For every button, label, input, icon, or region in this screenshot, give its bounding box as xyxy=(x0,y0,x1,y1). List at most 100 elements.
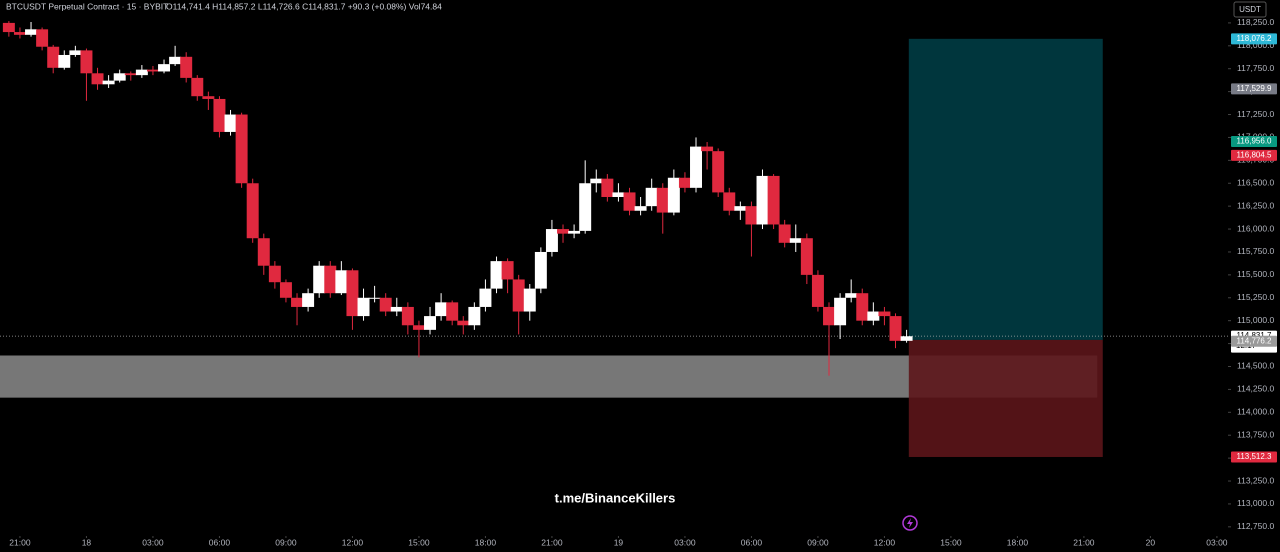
candle-body xyxy=(523,288,536,312)
price-tag-label: 116,804.5 xyxy=(1237,150,1273,159)
candle-body xyxy=(357,297,370,317)
candle-body xyxy=(745,206,758,225)
chart-title: BTCUSDT Perpetual Contract · 15 · BYBIT xyxy=(6,1,168,11)
currency-button[interactable] xyxy=(1233,1,1267,18)
candle-body xyxy=(800,238,813,275)
x-tick-label: 21:00 xyxy=(541,537,563,547)
candle-body xyxy=(313,265,326,294)
x-tick-label: 12:00 xyxy=(874,537,896,547)
y-tick-label: 115,250.0 xyxy=(1237,292,1274,302)
candle-body xyxy=(823,306,835,326)
price-tag xyxy=(1231,33,1277,45)
replay-icon[interactable] xyxy=(902,515,918,531)
position-profit xyxy=(908,38,1103,340)
candle-body xyxy=(302,293,315,307)
candle-body xyxy=(213,98,226,132)
candle-body xyxy=(667,177,680,213)
price-tag xyxy=(1231,83,1277,95)
candle-body xyxy=(656,187,669,213)
candle-body xyxy=(446,302,459,321)
watermark: t.me/BinanceKillers xyxy=(555,490,676,505)
candle-body xyxy=(756,175,769,225)
candle-body xyxy=(202,96,215,99)
candle-body xyxy=(401,306,414,326)
x-tick-label: 19 xyxy=(614,537,624,547)
price-tag xyxy=(1231,335,1277,347)
candle-body xyxy=(2,22,15,33)
y-tick-label: 115,750.0 xyxy=(1237,246,1274,256)
x-tick-label: 09:00 xyxy=(275,537,297,547)
replay-icon-bolt xyxy=(907,518,913,528)
candle-body xyxy=(568,230,581,234)
candle-body xyxy=(91,73,104,85)
candle-body xyxy=(180,56,193,78)
candle-body xyxy=(379,297,392,312)
x-tick-label: 18:00 xyxy=(475,537,497,547)
candle-body xyxy=(113,73,126,81)
candle-body xyxy=(257,238,270,266)
candle-body xyxy=(102,80,115,85)
candle-body xyxy=(479,288,492,307)
y-tick-label: 114,500.0 xyxy=(1237,361,1274,371)
x-tick-label: 06:00 xyxy=(209,537,231,547)
candle-body xyxy=(435,302,448,317)
candle-body xyxy=(811,274,824,307)
y-tick-label: 112,750.0 xyxy=(1237,521,1274,531)
candle-body xyxy=(856,293,869,321)
y-tick-label: 114,250.0 xyxy=(1237,384,1274,394)
candle-body xyxy=(612,192,625,197)
candle-body xyxy=(346,270,359,317)
price-tag-label: 113,512.3 xyxy=(1237,452,1273,461)
candle-body xyxy=(534,251,547,289)
candle-body xyxy=(124,73,137,76)
candle-body xyxy=(390,306,403,312)
y-tick-label: 118,250.0 xyxy=(1237,17,1274,27)
candle-body xyxy=(235,114,248,184)
candle-body xyxy=(734,206,747,211)
candle-body xyxy=(47,46,60,68)
candle-body xyxy=(634,206,647,211)
price-tag-label: 116,956.0 xyxy=(1237,137,1273,146)
y-tick-label: 114,000.0 xyxy=(1237,407,1274,417)
candle-body xyxy=(368,297,381,299)
y-tick-label: 113,250.0 xyxy=(1237,475,1274,485)
y-tick-label: 116,500.0 xyxy=(1237,177,1274,187)
candle-body xyxy=(324,265,337,294)
x-tick-label: 03:00 xyxy=(1206,537,1228,547)
candle-body xyxy=(69,50,82,55)
candle-body xyxy=(690,146,702,188)
candle-body xyxy=(889,316,902,341)
candle-body xyxy=(645,187,658,207)
candle-body xyxy=(191,77,204,97)
x-tick-label: 21:00 xyxy=(9,537,31,547)
candle-body xyxy=(512,279,525,312)
candle-body xyxy=(767,175,780,225)
position-loss xyxy=(908,339,1103,457)
candle-body xyxy=(291,297,304,307)
x-tick-label: 03:00 xyxy=(142,537,164,547)
x-tick-label: 09:00 xyxy=(807,537,829,547)
candle-body xyxy=(58,54,71,68)
price-tag xyxy=(1231,149,1277,161)
price-tag xyxy=(1231,135,1277,147)
candle-body xyxy=(36,29,49,47)
x-tick-label: 06:00 xyxy=(741,537,763,547)
candle-body xyxy=(878,311,891,317)
candle-body xyxy=(590,178,603,184)
candle-body xyxy=(135,69,148,76)
candle-body xyxy=(701,146,714,152)
candle-body xyxy=(778,224,791,243)
candle-body xyxy=(623,192,636,211)
candle-body xyxy=(268,265,281,283)
price-tag-label: 118,076.2 xyxy=(1237,34,1273,43)
x-tick-label: 18:00 xyxy=(1007,537,1029,547)
candle-body xyxy=(279,282,292,298)
candle-body xyxy=(158,64,171,72)
x-tick-label: 15:00 xyxy=(408,537,430,547)
y-tick-label: 116,250.0 xyxy=(1237,200,1274,210)
candle-body xyxy=(424,316,437,330)
candle-body xyxy=(900,336,913,341)
candle-body xyxy=(224,114,237,132)
candle-body xyxy=(412,325,425,330)
